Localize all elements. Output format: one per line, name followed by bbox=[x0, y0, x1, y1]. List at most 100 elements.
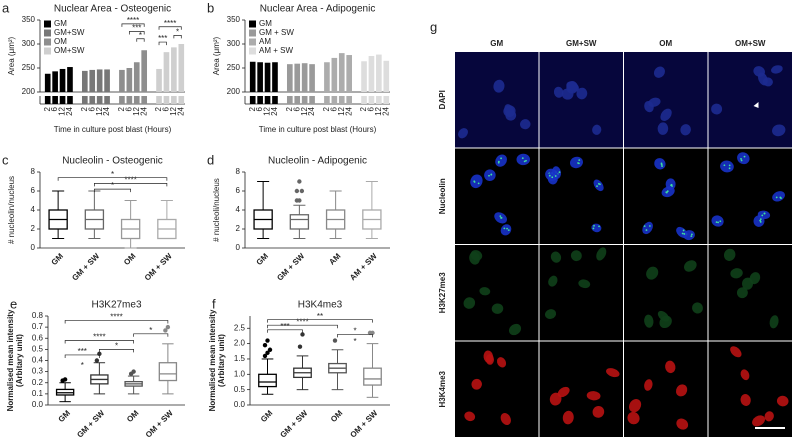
y-tick-label: 350 bbox=[22, 15, 36, 24]
bar-stub bbox=[331, 96, 338, 104]
nucleolus bbox=[728, 164, 731, 167]
bar-stub bbox=[119, 96, 125, 104]
bar-stub bbox=[338, 96, 345, 104]
y-tick-label: 200 bbox=[227, 87, 241, 96]
column-header: OM bbox=[659, 39, 672, 48]
bar-stub bbox=[67, 96, 73, 104]
bar bbox=[368, 56, 375, 92]
outlier bbox=[332, 338, 338, 343]
nucleolus bbox=[577, 162, 579, 164]
column-header: GM bbox=[490, 39, 503, 48]
nucleolus bbox=[490, 173, 493, 176]
panel-letter: g bbox=[430, 19, 437, 34]
legend-label: OM+SW bbox=[54, 46, 85, 55]
nucleus bbox=[479, 287, 491, 296]
nucleus bbox=[495, 154, 507, 167]
x-tick-label: GM bbox=[57, 408, 73, 424]
nucleus bbox=[730, 268, 743, 279]
x-axis-label: Time in culture post blast (Hours) bbox=[54, 125, 172, 134]
x-tick-label: GM bbox=[50, 251, 66, 267]
bar-stub bbox=[81, 96, 88, 104]
bar-stub bbox=[44, 96, 51, 104]
nucleus bbox=[592, 124, 602, 135]
nucleus bbox=[520, 119, 531, 130]
box bbox=[158, 362, 178, 382]
legend-label: GM bbox=[54, 19, 67, 28]
chart-title: Nucleolin - Osteogenic bbox=[62, 156, 163, 167]
panel-letter: c bbox=[2, 152, 9, 167]
significance: *** bbox=[132, 24, 141, 33]
nucleolus bbox=[599, 183, 601, 186]
nucleus bbox=[776, 395, 789, 407]
significance: **** bbox=[164, 19, 176, 28]
bar bbox=[249, 61, 256, 92]
significance: * bbox=[139, 31, 142, 40]
panel-letter: f bbox=[212, 296, 216, 311]
significance: **** bbox=[110, 313, 122, 322]
bar bbox=[376, 54, 382, 92]
nucleolus bbox=[671, 185, 673, 187]
bar bbox=[286, 64, 293, 92]
nucleolus bbox=[759, 218, 762, 221]
legend-swatch bbox=[249, 38, 256, 46]
panel-letter: b bbox=[207, 0, 214, 15]
bar bbox=[141, 50, 148, 92]
significance: * bbox=[111, 170, 114, 179]
nucleolus bbox=[717, 221, 720, 224]
nucleus bbox=[578, 279, 591, 289]
nucleus bbox=[660, 108, 672, 121]
bar bbox=[383, 60, 390, 92]
bar-stub bbox=[52, 96, 58, 104]
x-tick-label: 12 bbox=[169, 106, 178, 115]
y-tick-label: 0.7 bbox=[32, 322, 44, 331]
significance-bracket bbox=[267, 319, 373, 323]
bar bbox=[257, 62, 263, 92]
legend-label: AM bbox=[259, 37, 271, 46]
x-tick-label: OM bbox=[125, 408, 141, 424]
bar-stub bbox=[163, 96, 170, 104]
nucleolus bbox=[723, 164, 726, 167]
y-tick-label: 250 bbox=[22, 63, 36, 72]
bar-stub bbox=[249, 96, 256, 104]
outlier bbox=[297, 179, 302, 184]
box bbox=[363, 367, 382, 386]
x-tick-label: 24 bbox=[344, 106, 353, 115]
y-tick-label: 6 bbox=[31, 186, 36, 195]
x-tick-label: GM + SW bbox=[278, 408, 309, 439]
nucleus bbox=[675, 384, 688, 397]
x-tick-label: 6 bbox=[87, 106, 96, 111]
bar bbox=[331, 57, 338, 92]
nucleolus bbox=[500, 157, 502, 160]
bar-stub bbox=[171, 96, 177, 104]
nucleolus bbox=[558, 171, 561, 174]
nucleus bbox=[653, 66, 665, 78]
x-tick-label: 24 bbox=[307, 106, 316, 115]
significance: *** bbox=[158, 34, 167, 43]
legend-swatch bbox=[249, 20, 256, 28]
bar-stub bbox=[178, 96, 185, 104]
x-tick-label: 2 bbox=[117, 106, 126, 111]
bar-stub bbox=[141, 96, 148, 104]
nucleus bbox=[752, 415, 766, 427]
nucleolus bbox=[523, 160, 526, 163]
significance-bracket bbox=[64, 320, 169, 324]
micrograph bbox=[539, 341, 623, 437]
nucleolus bbox=[521, 157, 524, 160]
bar bbox=[324, 62, 330, 92]
bar bbox=[272, 62, 278, 92]
x-tick-label: AM + SW bbox=[348, 251, 379, 282]
y-tick-label: 0.6 bbox=[32, 333, 44, 342]
bar-stub bbox=[126, 96, 133, 104]
x-tick-label: 2 bbox=[285, 106, 294, 111]
nucleolus bbox=[648, 225, 651, 227]
nucleolus bbox=[507, 229, 510, 232]
nucleus bbox=[628, 399, 642, 413]
y-tick-label: 0 bbox=[236, 243, 241, 252]
nucleus bbox=[483, 350, 494, 364]
nucleolus bbox=[503, 227, 506, 230]
outlier bbox=[300, 332, 305, 337]
row-label: DAPI bbox=[438, 90, 447, 109]
panel-letter: e bbox=[10, 296, 17, 311]
nucleolus bbox=[592, 227, 595, 230]
nucleus bbox=[711, 215, 724, 227]
